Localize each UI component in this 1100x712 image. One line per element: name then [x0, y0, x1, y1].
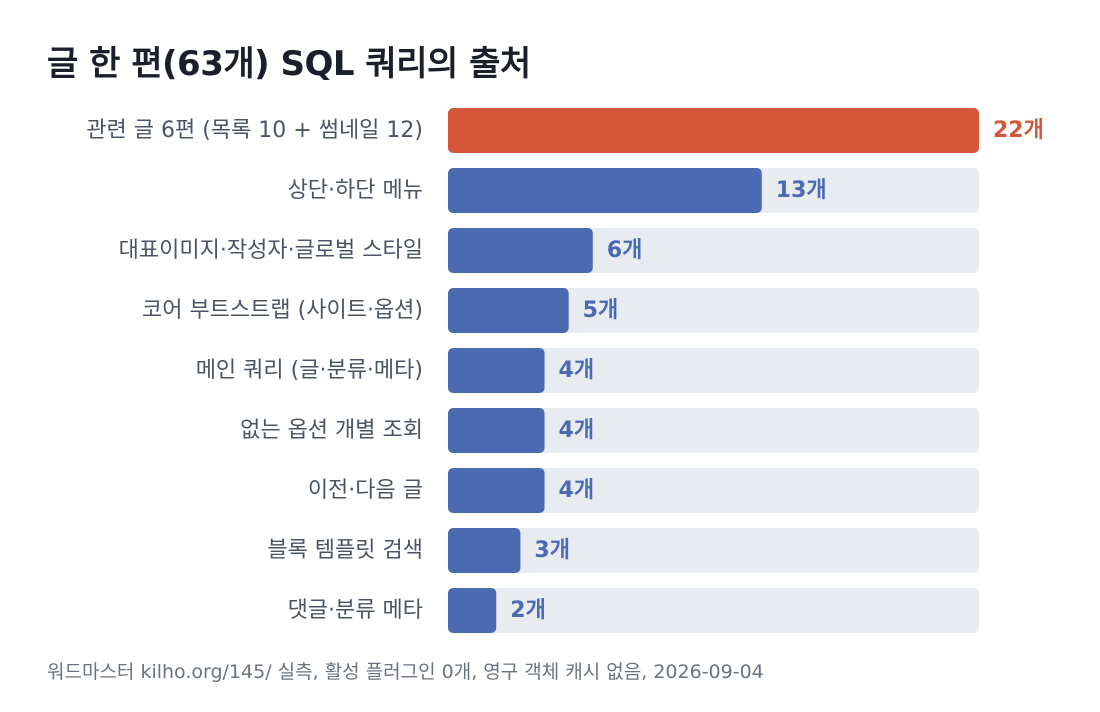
bar — [448, 528, 521, 573]
bar-track — [448, 348, 979, 393]
bar-track — [448, 288, 979, 333]
value-label: 4개 — [559, 478, 595, 503]
category-label: 관련 글 6편 (목록 10 + 썸네일 12) — [86, 118, 423, 143]
bar-row: 대표이미지·작성자·글로벌 스타일 6개 — [119, 228, 979, 273]
bar-track — [448, 468, 979, 513]
bar-row: 댓글·분류 메타 2개 — [288, 588, 979, 633]
bar — [448, 108, 979, 153]
bar-track — [448, 408, 979, 453]
bar — [448, 168, 762, 213]
bar-row: 이전·다음 글 4개 — [308, 468, 979, 513]
bar-track — [448, 588, 979, 633]
bar — [448, 348, 545, 393]
value-label: 3개 — [534, 538, 570, 563]
bar — [448, 408, 545, 453]
category-label: 메인 쿼리 (글·분류·메타) — [196, 358, 423, 383]
bar-row: 코어 부트스트랩 (사이트·옵션) 5개 — [142, 288, 979, 333]
value-label: 5개 — [583, 298, 619, 323]
value-label: 22개 — [993, 118, 1044, 143]
value-label: 4개 — [559, 358, 595, 383]
category-label: 이전·다음 글 — [308, 478, 423, 503]
chart-title: 글 한 편(63개) SQL 쿼리의 출처 — [47, 44, 531, 84]
bar-row: 메인 쿼리 (글·분류·메타) 4개 — [196, 348, 979, 393]
category-label: 블록 템플릿 검색 — [267, 538, 423, 563]
category-label: 코어 부트스트랩 (사이트·옵션) — [142, 298, 423, 323]
bar-row: 블록 템플릿 검색 3개 — [267, 528, 979, 573]
category-label: 상단·하단 메뉴 — [288, 178, 423, 203]
bar — [448, 228, 593, 273]
category-label: 댓글·분류 메타 — [288, 598, 423, 623]
bar — [448, 588, 497, 633]
bar — [448, 288, 569, 333]
value-label: 2개 — [510, 598, 546, 623]
bar-track — [448, 528, 979, 573]
value-label: 4개 — [559, 418, 595, 443]
source-note: 워드마스터 kilho.org/145/ 실측, 활성 플러그인 0개, 영구 … — [47, 661, 764, 683]
bar — [448, 468, 545, 513]
category-label: 대표이미지·작성자·글로벌 스타일 — [119, 238, 423, 263]
category-label: 없는 옵션 개별 조회 — [240, 418, 423, 443]
bar-row: 없는 옵션 개별 조회 4개 — [240, 408, 979, 453]
value-label: 6개 — [607, 238, 643, 263]
value-label: 13개 — [776, 178, 827, 203]
bar-row: 관련 글 6편 (목록 10 + 썸네일 12) 22개 — [86, 108, 1044, 153]
bar-row: 상단·하단 메뉴 13개 — [288, 168, 979, 213]
